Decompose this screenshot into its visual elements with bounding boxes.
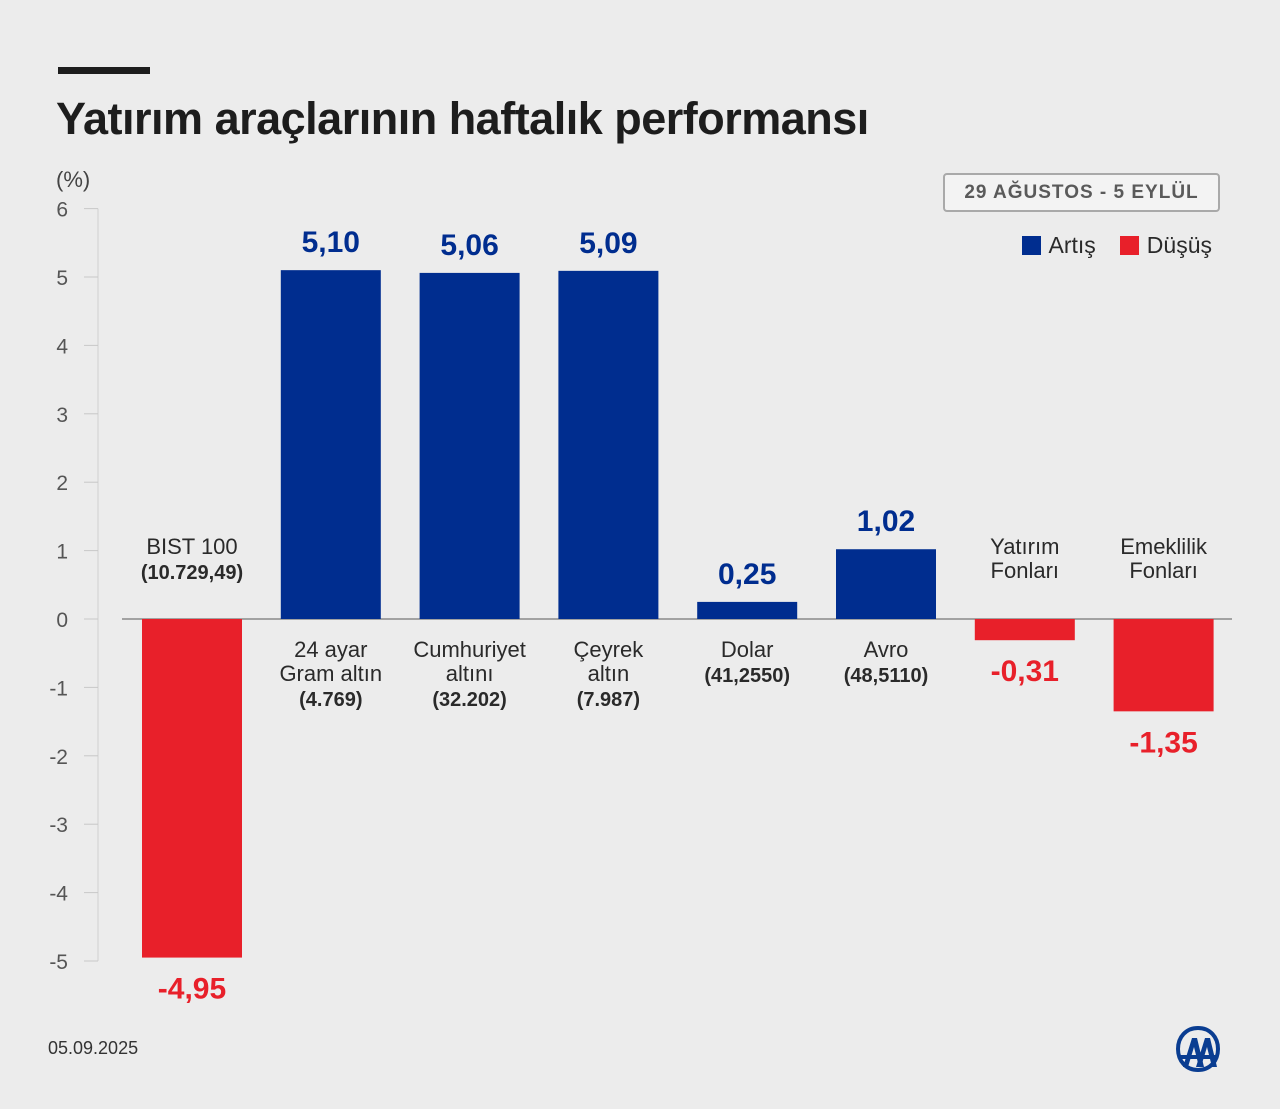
bar-value-label: -4,95 xyxy=(158,973,226,1006)
category-label: Dolar xyxy=(721,637,774,662)
y-tick-label: -5 xyxy=(49,951,68,974)
bar-value-label: 5,06 xyxy=(440,229,498,262)
y-tick-label: 1 xyxy=(56,541,68,564)
category-label: Emeklilik xyxy=(1120,534,1208,559)
y-tick-label: 5 xyxy=(56,267,68,290)
bar-value-label: 5,10 xyxy=(302,226,360,259)
bar xyxy=(142,619,242,958)
legend-label-decrease: Düşüş xyxy=(1146,232,1212,258)
legend-swatch-decrease xyxy=(1119,236,1139,255)
category-label: BIST 100 xyxy=(146,534,237,559)
category-label: Cumhuriyet xyxy=(413,637,525,662)
bar xyxy=(974,619,1075,641)
y-tick-label: 2 xyxy=(56,472,68,495)
y-tick-label: -4 xyxy=(49,883,68,906)
category-label: Çeyrek xyxy=(574,637,645,662)
legend: Artış Düşüş xyxy=(998,232,1212,259)
legend-item-decrease: Düşüş xyxy=(1119,232,1212,259)
date-range-badge: 29 AĞUSTOS - 5 EYLÜL xyxy=(943,173,1220,212)
category-sublabel: (10.729,49) xyxy=(141,562,243,584)
category-label: Gram altın xyxy=(279,661,382,686)
category-label: Fonları xyxy=(991,558,1059,583)
footer-date: 05.09.2025 xyxy=(48,1038,139,1058)
bar-value-label: 1,02 xyxy=(857,505,915,538)
bar xyxy=(419,272,520,619)
category-label: altını xyxy=(446,661,494,686)
category-label: Yatırım xyxy=(990,534,1059,559)
bar xyxy=(1113,619,1214,712)
y-tick-label: 0 xyxy=(56,609,68,632)
legend-swatch-increase xyxy=(1021,236,1041,255)
legend-item-increase: Artış xyxy=(1021,232,1096,259)
category-sublabel: (48,5110) xyxy=(844,665,929,687)
bar-value-label: 5,09 xyxy=(579,227,637,260)
bar xyxy=(836,549,936,619)
category-label: Avro xyxy=(864,637,909,662)
y-tick-label: -3 xyxy=(49,814,68,837)
y-tick-label: 6 xyxy=(56,199,68,222)
category-label: 24 ayar xyxy=(294,637,367,662)
title-accent-rule xyxy=(58,67,150,74)
bar xyxy=(697,601,798,619)
legend-label-increase: Artış xyxy=(1048,232,1096,258)
category-sublabel: (4.769) xyxy=(299,689,362,711)
aa-logo-icon xyxy=(1175,1025,1221,1073)
category-sublabel: (41,2550) xyxy=(704,665,790,687)
category-label: altın xyxy=(588,661,630,686)
y-tick-label: -2 xyxy=(49,746,68,769)
category-sublabel: (32.202) xyxy=(432,689,507,711)
bar-value-label: -0,31 xyxy=(991,655,1059,688)
y-tick-label: 4 xyxy=(56,335,68,358)
bar xyxy=(558,270,659,619)
category-label: Fonları xyxy=(1129,558,1197,583)
bar-value-label: -1,35 xyxy=(1129,726,1197,759)
y-tick-label: 3 xyxy=(56,404,68,427)
bar xyxy=(280,270,381,619)
category-sublabel: (7.987) xyxy=(577,689,640,711)
y-tick-label: -1 xyxy=(49,677,68,700)
page-title: Yatırım araçlarının haftalık performansı xyxy=(56,93,869,144)
bar-value-label: 0,25 xyxy=(718,558,776,591)
y-axis-unit-label: (%) xyxy=(56,167,90,192)
